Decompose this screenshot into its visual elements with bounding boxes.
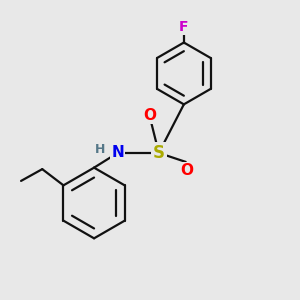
Text: N: N: [111, 146, 124, 160]
Text: S: S: [153, 144, 165, 162]
Text: H: H: [95, 143, 106, 156]
Text: O: O: [180, 163, 193, 178]
Text: O: O: [143, 108, 157, 123]
Text: N: N: [111, 146, 124, 160]
Text: F: F: [179, 20, 189, 34]
